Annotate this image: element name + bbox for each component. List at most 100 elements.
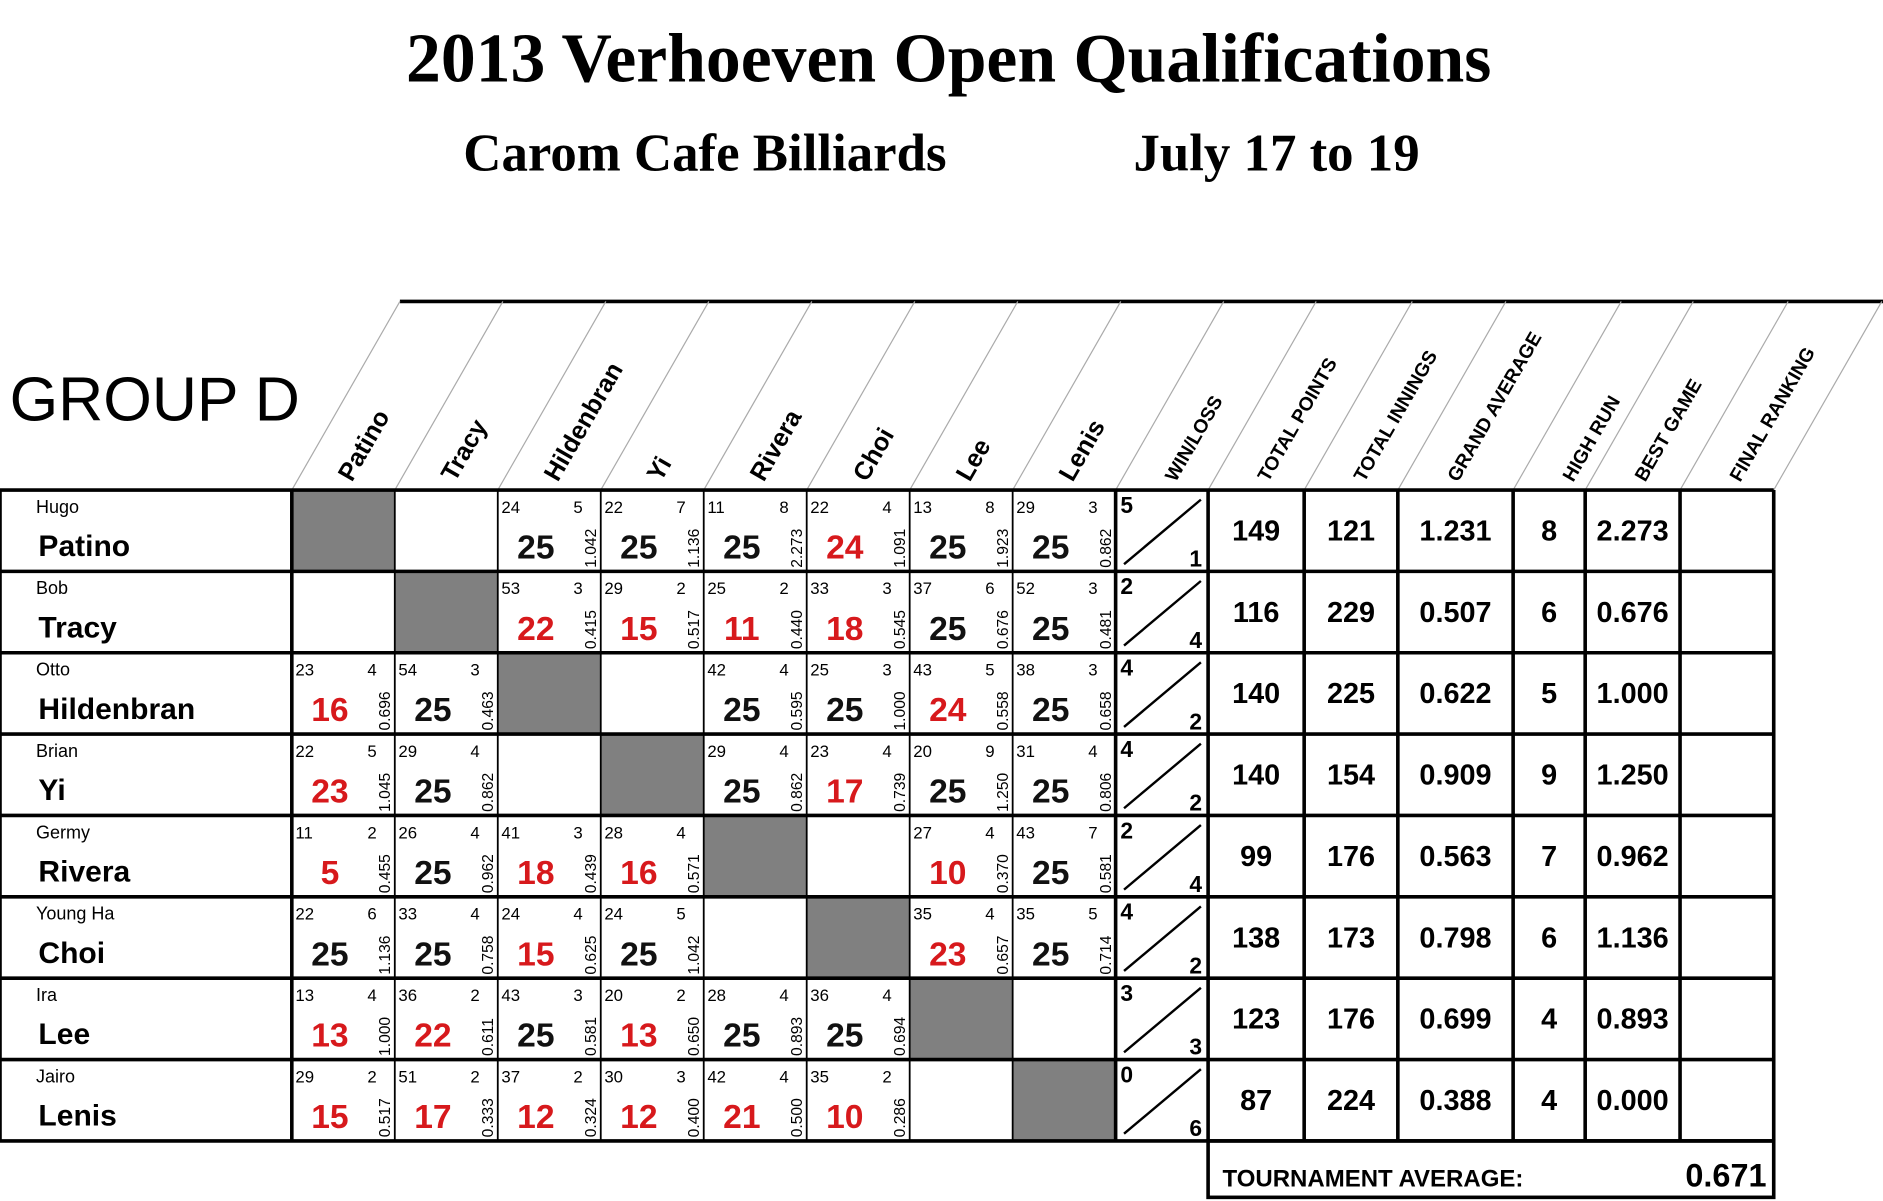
points: 25 (311, 936, 348, 973)
game-average: 0.558 (995, 691, 1012, 730)
innings: 29 (398, 742, 417, 761)
game-average: 1.091 (892, 529, 909, 568)
points: 17 (826, 774, 863, 811)
game-average: 0.714 (1098, 935, 1115, 974)
innings: 25 (810, 661, 829, 680)
points: 25 (723, 529, 760, 566)
points: 16 (620, 855, 657, 892)
high-run: 8 (779, 498, 788, 517)
high-run: 3 (1088, 498, 1097, 517)
high-run: 4 (779, 1067, 788, 1086)
game-average: 0.676 (995, 610, 1012, 649)
points: 13 (620, 1018, 657, 1055)
total-points: 140 (1232, 760, 1280, 792)
innings: 36 (810, 986, 829, 1005)
points: 10 (826, 1099, 863, 1136)
innings: 26 (398, 823, 417, 842)
game-average: 0.696 (377, 691, 394, 730)
innings: 37 (913, 579, 932, 598)
last-name: Choi (38, 937, 105, 970)
points: 12 (517, 1099, 554, 1136)
total-points: 140 (1232, 678, 1280, 710)
game-average: 0.657 (995, 936, 1012, 975)
innings: 53 (501, 579, 520, 598)
total-points: 99 (1240, 841, 1272, 873)
stat-header: TOTAL POINTS (1254, 355, 1342, 486)
last-name: Hildenbran (38, 693, 195, 726)
innings: 22 (295, 742, 314, 761)
self-cell (497, 652, 601, 735)
innings: 35 (1016, 905, 1035, 924)
wins: 4 (1120, 655, 1133, 681)
points: 25 (1032, 611, 1069, 648)
points: 17 (414, 1099, 451, 1136)
best-game: 1.250 (1597, 760, 1669, 792)
points: 25 (517, 1018, 554, 1055)
header-guide (703, 301, 813, 491)
innings: 29 (604, 579, 623, 598)
column-header: Yi (642, 452, 678, 486)
high-run: 2 (470, 1067, 479, 1086)
game-average: 0.862 (480, 773, 497, 812)
high-run: 4 (1088, 742, 1097, 761)
high-run: 7 (1088, 823, 1097, 842)
first-name: Brian (36, 741, 78, 761)
high-run: 2 (676, 579, 685, 598)
points: 25 (620, 936, 657, 973)
game-average: 0.370 (995, 854, 1012, 893)
points: 25 (723, 1018, 760, 1055)
high-run: 3 (882, 579, 891, 598)
game-average: 0.962 (480, 854, 497, 893)
header-guide (291, 301, 401, 491)
header-guide (497, 301, 607, 491)
column-header: Lenis (1054, 415, 1111, 486)
points: 13 (311, 1018, 348, 1055)
grand-average: 0.909 (1419, 760, 1491, 792)
high-run: 9 (1541, 760, 1557, 792)
total-innings: 224 (1327, 1085, 1375, 1117)
high-run: 2 (367, 1067, 376, 1086)
game-average: 0.500 (789, 1098, 806, 1137)
high-run: 8 (985, 498, 994, 517)
last-name: Tracy (38, 611, 117, 644)
innings: 29 (295, 1067, 314, 1086)
game-average: 0.324 (583, 1098, 600, 1137)
column-header: Choi (848, 423, 900, 485)
high-run: 5 (1088, 905, 1097, 924)
wins: 0 (1120, 1061, 1133, 1087)
high-run: 4 (882, 986, 891, 1005)
self-cell (1012, 1059, 1116, 1141)
points: 11 (724, 611, 760, 648)
game-average: 0.625 (583, 935, 600, 974)
grand-average: 0.622 (1419, 678, 1491, 710)
innings: 25 (707, 579, 726, 598)
first-name: Young Ha (36, 904, 115, 924)
innings: 20 (604, 986, 623, 1005)
points: 5 (321, 855, 340, 892)
game-average: 0.481 (1098, 610, 1115, 649)
high-run: 4 (367, 661, 376, 680)
game-average: 0.739 (892, 773, 909, 812)
total-innings: 154 (1327, 760, 1375, 792)
game-average: 0.806 (1098, 773, 1115, 812)
column-header: Rivera (745, 404, 808, 486)
innings: 33 (810, 579, 829, 598)
header-guide (1207, 301, 1317, 491)
group-label: GROUP D (10, 364, 300, 434)
high-run: 2 (779, 579, 788, 598)
game-average: 0.517 (377, 1098, 394, 1137)
high-run: 5 (985, 661, 994, 680)
stat-header: BEST GAME (1631, 376, 1706, 486)
win-loss-divider (1123, 1068, 1202, 1135)
innings: 11 (707, 498, 724, 517)
header-guide (806, 301, 916, 491)
innings: 43 (1016, 823, 1035, 842)
total-innings: 225 (1327, 678, 1375, 710)
grand-average: 0.699 (1419, 1004, 1491, 1036)
points: 15 (311, 1099, 348, 1136)
wins: 3 (1120, 980, 1133, 1006)
tournament-label: TOURNAMENT AVERAGE: (1223, 1166, 1524, 1193)
points: 23 (929, 936, 966, 973)
innings: 23 (810, 742, 829, 761)
